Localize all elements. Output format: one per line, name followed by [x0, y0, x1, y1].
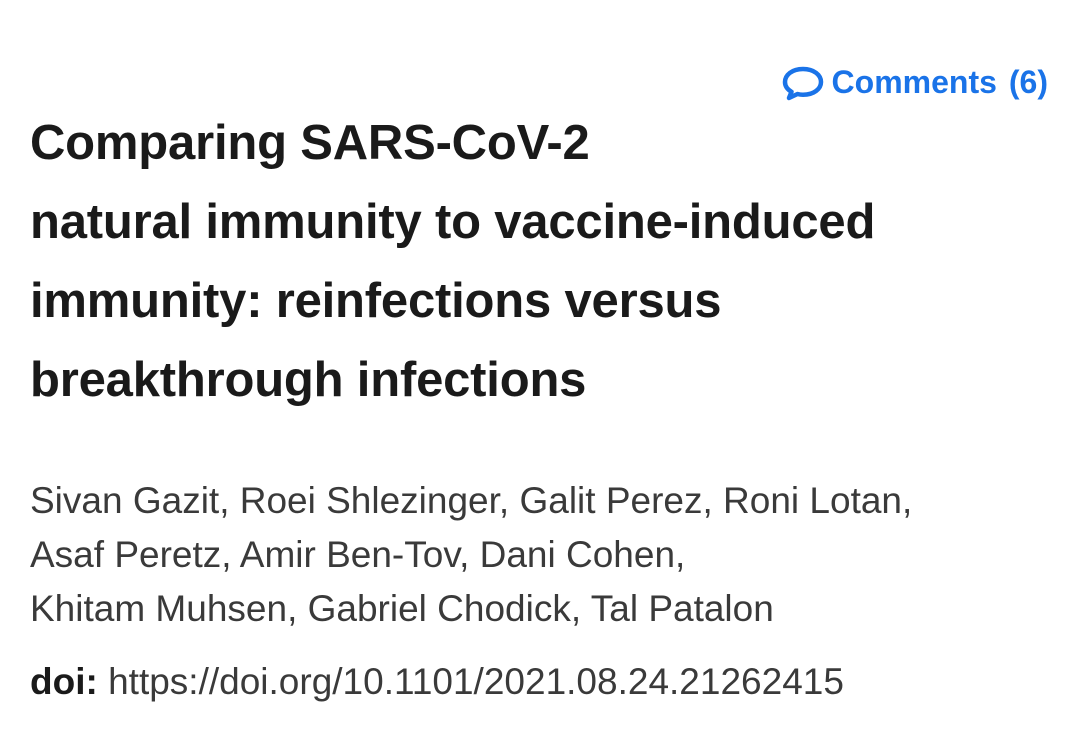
author-list: Sivan Gazit, Roei Shlezinger, Galit Pere… — [30, 474, 1060, 636]
author-line: Sivan Gazit, Roei Shlezinger, Galit Pere… — [30, 480, 913, 521]
article-title: Comparing SARS-CoV-2 natural immunity to… — [30, 104, 1030, 420]
comments-link[interactable]: Comments (6) — [782, 64, 1048, 101]
doi-label: doi: — [30, 661, 98, 702]
title-line: natural immunity to vaccine-induced — [30, 195, 876, 249]
author-line: Asaf Peretz, Amir Ben-Tov, Dani Cohen, — [30, 534, 686, 575]
title-line: Comparing SARS-CoV-2 — [30, 116, 590, 170]
title-line: breakthrough infections — [30, 353, 587, 407]
doi-row: doi: https://doi.org/10.1101/2021.08.24.… — [30, 654, 844, 710]
comments-label: Comments — [831, 64, 997, 100]
comments-count: (6) — [1008, 64, 1048, 100]
doi-link[interactable]: https://doi.org/10.1101/2021.08.24.21262… — [108, 661, 844, 702]
speech-bubble-icon — [782, 65, 824, 101]
title-line: immunity: reinfections versus — [30, 274, 722, 328]
author-line: Khitam Muhsen, Gabriel Chodick, Tal Pata… — [30, 588, 774, 629]
